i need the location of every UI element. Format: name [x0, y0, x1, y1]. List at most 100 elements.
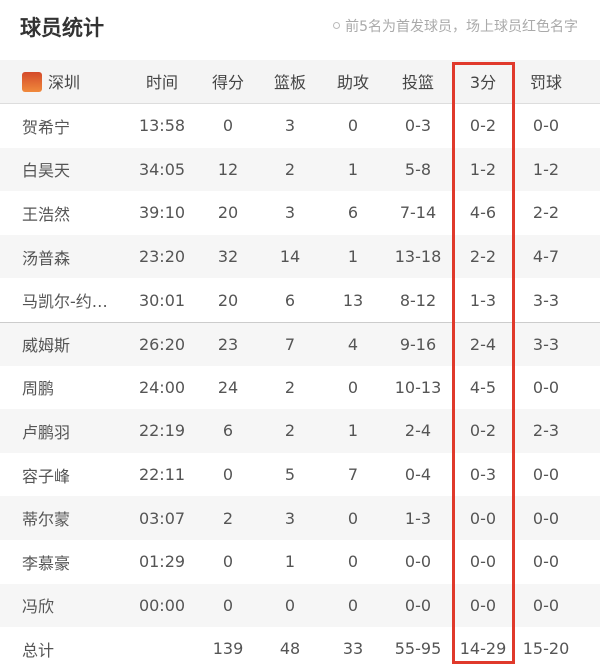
stat-cell: 12 [217, 159, 239, 179]
table-row[interactable]: 威姆斯 26:20 23 7 4 9-16 2-4 3-3 [0, 322, 600, 366]
stat-cell: 14 [279, 247, 301, 267]
stat-cell: 0-4 [404, 465, 432, 485]
player-name[interactable]: 威姆斯 [22, 336, 71, 356]
player-name[interactable]: 白昊天 [22, 161, 71, 181]
column-header[interactable]: 时间 [145, 73, 178, 93]
stat-cell: 1 [347, 247, 359, 267]
stat-cell: 23:20 [138, 247, 186, 267]
table-row[interactable]: 王浩然 39:10 20 3 6 7-14 4-6 2-2 [0, 191, 600, 235]
stat-cell: 0 [347, 552, 359, 572]
stat-cell: 5-8 [404, 159, 432, 179]
stat-cell: 1 [284, 552, 296, 572]
stat-cell: 7 [284, 334, 296, 354]
player-name[interactable]: 王浩然 [22, 204, 71, 224]
stat-cell: 0 [222, 465, 234, 485]
table-row[interactable]: 李慕豪 01:29 0 1 0 0-0 0-0 0-0 [0, 540, 600, 584]
stat-cell: 0-0 [469, 552, 497, 572]
stat-cell: 2 [284, 421, 296, 441]
stat-cell: 00:00 [138, 595, 186, 615]
stat-cell: 0-3 [404, 116, 432, 136]
note-text: 前5名为首发球员，场上球员红色名字 [345, 19, 578, 35]
player-name[interactable]: 李慕豪 [22, 553, 71, 573]
stat-cell: 30:01 [138, 290, 186, 310]
stat-cell: 0-0 [532, 552, 560, 572]
stat-cell: 3-3 [532, 334, 560, 354]
table-row[interactable]: 冯欣 00:00 0 0 0 0-0 0-0 0-0 [0, 583, 600, 628]
column-header[interactable]: 3分 [469, 73, 497, 93]
stat-cell: 34:05 [138, 159, 186, 179]
stat-cell: 0-2 [469, 421, 497, 441]
table-row[interactable]: 贺希宁 13:58 0 3 0 0-3 0-2 0-0 [0, 104, 600, 148]
stat-cell: 0 [347, 595, 359, 615]
player-name[interactable]: 容子峰 [22, 466, 71, 486]
stat-cell: 2-2 [532, 203, 560, 223]
stat-cell: 03:07 [138, 508, 186, 528]
column-header[interactable]: 抢 [578, 69, 600, 93]
column-header[interactable]: 助攻 [336, 73, 369, 93]
stat-cell: 2-3 [532, 421, 560, 441]
total-row[interactable]: 总计 139 48 33 55-95 14-29 15-20 [0, 627, 600, 671]
stat-cell: 1-3 [404, 508, 432, 528]
stat-cell: 3 [284, 203, 296, 223]
table-row[interactable]: 汤普森 23:20 32 14 1 13-18 2-2 4-7 [0, 234, 600, 279]
column-header[interactable]: 罚球 [529, 73, 562, 93]
table-row[interactable]: 白昊天 34:05 12 2 1 5-8 1-2 1-2 [0, 147, 600, 192]
stat-cell: 0 [284, 595, 296, 615]
team-header: 深圳 [22, 69, 140, 93]
stat-cell: 5 [284, 465, 296, 485]
stat-cell: 22:11 [138, 465, 186, 485]
player-name[interactable]: 周鹏 [22, 379, 55, 399]
stat-cell: 0-2 [469, 116, 497, 136]
stat-cell: 13 [342, 290, 364, 310]
stat-cell: 0 [347, 377, 359, 397]
stat-cell: 4-7 [532, 247, 560, 267]
stat-cell: 4-5 [469, 377, 497, 397]
stat-cell: 0-0 [532, 595, 560, 615]
stat-cell: 0-0 [469, 508, 497, 528]
stat-cell: 2 [284, 377, 296, 397]
stat-cell: 0-0 [532, 377, 560, 397]
stat-cell: 10-13 [394, 377, 442, 397]
player-name[interactable]: 蒂尔蒙 [22, 510, 71, 530]
player-name[interactable]: 贺希宁 [22, 117, 71, 137]
stat-cell: 24 [217, 377, 239, 397]
stat-cell: 39:10 [138, 203, 186, 223]
player-name[interactable]: 汤普森 [22, 248, 71, 268]
table-row[interactable]: 蒂尔蒙 03:07 2 3 0 1-3 0-0 0-0 [0, 496, 600, 540]
stat-cell: 22:19 [138, 421, 186, 441]
stat-cell: 1-3 [469, 290, 497, 310]
table-row[interactable]: 卢鹏羽 22:19 6 2 1 2-4 0-2 2-3 [0, 409, 600, 453]
player-name[interactable]: 冯欣 [22, 597, 55, 617]
stat-cell: 3-3 [532, 290, 560, 310]
stat-cell: 0 [347, 116, 359, 136]
stat-cell: 20 [217, 290, 239, 310]
table-row[interactable]: 周鹏 24:00 24 2 0 10-13 4-5 0-0 [0, 366, 600, 410]
stat-cell: 7 [347, 465, 359, 485]
stat-cell: 139 [212, 639, 244, 659]
stat-cell: 6 [222, 421, 234, 441]
stat-cell: 1 [347, 159, 359, 179]
dot-icon [333, 22, 341, 29]
stat-cell: 4 [347, 334, 359, 354]
stat-cell: 0 [222, 116, 234, 136]
table-row[interactable]: 马凯尔-约… 30:01 20 6 13 8-12 1-3 3-3 [0, 278, 600, 322]
column-header[interactable]: 篮板 [273, 73, 306, 93]
table-row[interactable]: 容子峰 22:11 0 5 7 0-4 0-3 0-0 [0, 453, 600, 497]
player-name[interactable]: 总计 [22, 640, 55, 660]
stat-cell: 0 [222, 595, 234, 615]
stat-cell: 14-29 [459, 639, 507, 659]
stat-cell: 3 [284, 116, 296, 136]
stat-cell: 0-0 [404, 552, 432, 572]
player-name[interactable]: 马凯尔-约… [22, 292, 108, 312]
stat-cell: 2 [222, 508, 234, 528]
stat-cell: 6 [284, 290, 296, 310]
player-name[interactable]: 卢鹏羽 [22, 422, 71, 442]
stat-cell: 13-18 [394, 247, 442, 267]
stat-cell: 2-4 [404, 421, 432, 441]
stat-cell: 1-2 [532, 159, 560, 179]
team-name: 深圳 [48, 73, 81, 93]
column-header[interactable]: 投篮 [401, 73, 434, 93]
column-header[interactable]: 得分 [211, 73, 244, 93]
stat-cell: 32 [217, 247, 239, 267]
table-header: 深圳 时间 得分 篮板 助攻 投篮 3分 罚球抢 [0, 60, 600, 104]
